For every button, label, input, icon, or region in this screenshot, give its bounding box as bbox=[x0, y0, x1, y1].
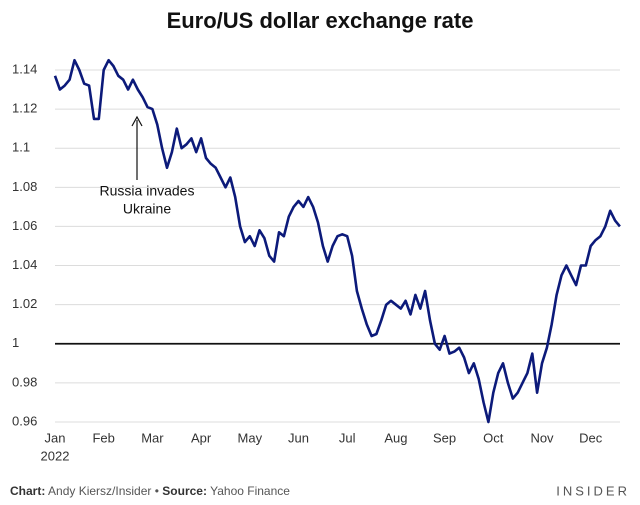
footer-credit: Andy Kiersz/Insider bbox=[48, 484, 151, 498]
footer-label: Source: bbox=[162, 484, 207, 498]
y-tick-label: 0.98 bbox=[12, 374, 37, 389]
footer-separator: • bbox=[155, 484, 159, 498]
x-tick-label: Aug bbox=[384, 430, 407, 445]
y-tick-label: 1.06 bbox=[12, 218, 37, 233]
y-tick-label: 1.04 bbox=[12, 257, 37, 272]
footer-label: Chart: bbox=[10, 484, 45, 498]
x-tick-label: Apr bbox=[191, 430, 212, 445]
year-label: 2022 bbox=[41, 448, 70, 463]
x-tick-label: Dec bbox=[579, 430, 603, 445]
y-tick-label: 1.1 bbox=[12, 140, 30, 155]
annotation-arrowhead bbox=[131, 115, 143, 127]
x-tick-label: Jun bbox=[288, 430, 309, 445]
chart-title: Euro/US dollar exchange rate bbox=[167, 8, 474, 33]
data-line bbox=[53, 58, 621, 424]
x-tick-label: Mar bbox=[141, 430, 164, 445]
x-tick-label: Sep bbox=[433, 430, 456, 445]
x-tick-label: May bbox=[238, 430, 263, 445]
annotation-text: Ukraine bbox=[123, 201, 171, 217]
annotation-text: Russia invades bbox=[100, 183, 195, 199]
x-tick-label: Feb bbox=[92, 430, 114, 445]
y-tick-label: 1 bbox=[12, 335, 19, 350]
footer-source: Yahoo Finance bbox=[210, 484, 290, 498]
y-tick-label: 0.96 bbox=[12, 413, 37, 428]
y-tick-label: 1.12 bbox=[12, 101, 37, 116]
x-tick-label: Nov bbox=[530, 430, 554, 445]
y-tick-label: 1.02 bbox=[12, 296, 37, 311]
y-tick-label: 1.08 bbox=[12, 179, 37, 194]
y-tick-label: 1.14 bbox=[12, 61, 37, 76]
x-tick-label: Jul bbox=[339, 430, 356, 445]
x-tick-label: Oct bbox=[483, 430, 504, 445]
x-tick-label: Jan bbox=[45, 430, 66, 445]
footer: Chart: Andy Kiersz/Insider • Source: Yah… bbox=[10, 484, 290, 498]
brand: INSIDER bbox=[556, 483, 630, 498]
